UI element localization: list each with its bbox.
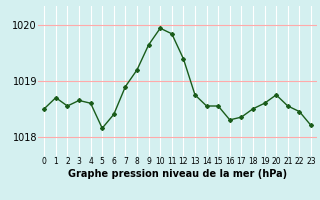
- X-axis label: Graphe pression niveau de la mer (hPa): Graphe pression niveau de la mer (hPa): [68, 169, 287, 179]
